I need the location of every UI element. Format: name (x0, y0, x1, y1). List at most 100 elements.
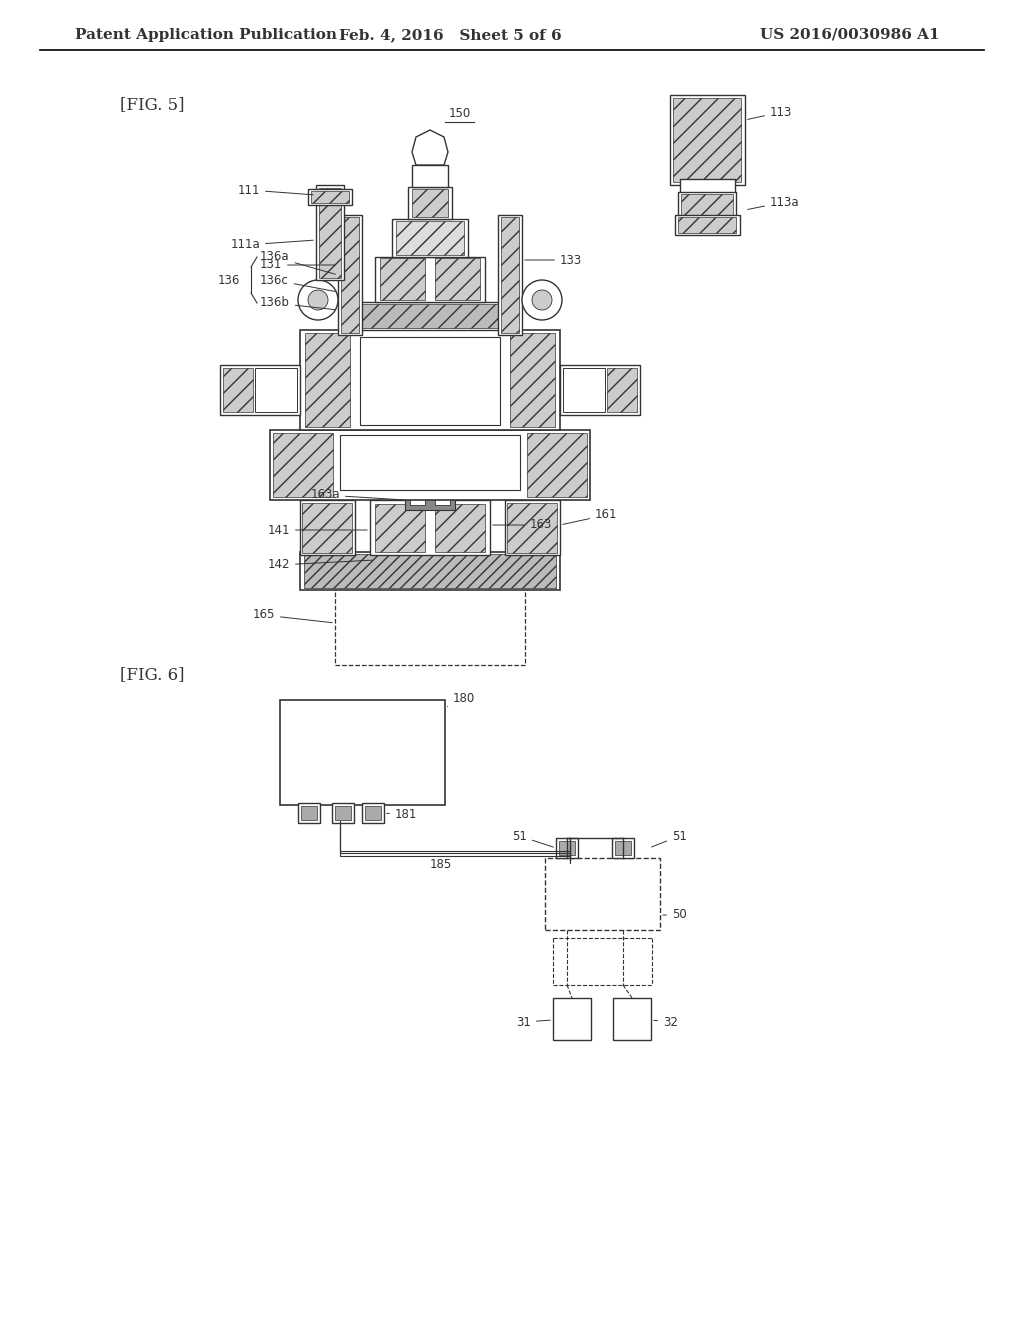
Bar (553, 998, 591, 1040)
Text: 133: 133 (524, 253, 583, 267)
Bar (301, 807, 317, 820)
Text: US 2016/0030986 A1: US 2016/0030986 A1 (761, 28, 940, 42)
Bar (560, 366, 640, 414)
Bar (300, 552, 560, 590)
Bar (304, 554, 556, 587)
Bar (680, 180, 735, 195)
Text: 50: 50 (663, 908, 687, 921)
Bar (612, 838, 634, 858)
Bar (510, 333, 555, 426)
Bar (316, 185, 344, 280)
Bar (298, 803, 319, 822)
Text: Feb. 4, 2016   Sheet 5 of 6: Feb. 4, 2016 Sheet 5 of 6 (339, 28, 561, 42)
Text: 150: 150 (449, 107, 471, 120)
Bar (220, 366, 300, 414)
Bar (300, 500, 355, 554)
Bar (505, 500, 560, 554)
Bar (370, 500, 490, 554)
Circle shape (308, 290, 328, 310)
Bar (435, 504, 485, 552)
Bar (396, 220, 464, 255)
Bar (350, 302, 510, 330)
Bar (280, 700, 445, 805)
Bar (607, 368, 637, 412)
Bar (678, 191, 736, 218)
Text: [FIG. 5]: [FIG. 5] (120, 96, 184, 114)
Text: 180: 180 (447, 692, 475, 706)
Bar (559, 841, 575, 855)
Bar (435, 492, 450, 506)
Text: 136c: 136c (260, 273, 335, 292)
Circle shape (298, 280, 338, 319)
Text: 141: 141 (267, 524, 368, 536)
Bar (412, 189, 449, 216)
Bar (223, 368, 253, 412)
Polygon shape (412, 129, 449, 165)
Text: 142: 142 (267, 558, 372, 572)
Bar (556, 838, 578, 858)
Bar (360, 337, 500, 425)
Bar (615, 841, 631, 855)
Bar (375, 504, 425, 552)
Bar (380, 257, 425, 300)
Text: 185: 185 (430, 858, 453, 871)
Bar (302, 503, 352, 553)
Bar (270, 430, 590, 500)
Text: Patent Application Publication: Patent Application Publication (75, 28, 337, 42)
Bar (305, 333, 350, 426)
Text: 165: 165 (253, 609, 332, 623)
Bar (375, 257, 485, 302)
Bar (410, 492, 425, 506)
Bar (335, 579, 525, 665)
Bar (527, 433, 587, 498)
Text: 113: 113 (748, 106, 793, 119)
Circle shape (532, 290, 552, 310)
Bar (335, 807, 351, 820)
Bar (435, 257, 480, 300)
Bar (412, 165, 449, 187)
Bar (338, 215, 362, 335)
Bar (354, 304, 506, 327)
Bar (308, 189, 352, 205)
Bar (545, 858, 660, 931)
Text: 163: 163 (493, 519, 552, 532)
Bar (498, 215, 522, 335)
Circle shape (522, 280, 562, 319)
Text: 163a: 163a (310, 488, 402, 502)
Bar (675, 215, 740, 235)
Bar (273, 433, 333, 498)
Bar (392, 219, 468, 257)
Bar (678, 216, 736, 234)
Text: 161: 161 (563, 508, 617, 524)
Bar (406, 488, 455, 510)
Bar (341, 216, 359, 333)
Text: 111: 111 (238, 183, 313, 197)
Bar (613, 998, 651, 1040)
Bar (362, 803, 384, 822)
Text: 31: 31 (516, 1015, 550, 1028)
Bar (300, 330, 560, 430)
Text: 51: 51 (512, 829, 553, 847)
Text: 32: 32 (653, 1015, 678, 1028)
Bar (408, 187, 452, 219)
Text: 111a: 111a (230, 239, 313, 252)
Text: 136: 136 (218, 273, 240, 286)
Text: [FIG. 6]: [FIG. 6] (120, 667, 184, 684)
Text: 113a: 113a (748, 195, 800, 210)
Bar (673, 98, 741, 182)
Bar (365, 807, 381, 820)
Bar (563, 368, 605, 412)
Bar (319, 187, 341, 279)
Bar (670, 95, 745, 185)
Bar (332, 803, 354, 822)
Text: 136b: 136b (260, 297, 335, 310)
Text: 51: 51 (651, 829, 687, 847)
Bar (507, 503, 557, 553)
Bar (681, 194, 733, 216)
Bar (340, 436, 520, 490)
Bar (255, 368, 297, 412)
Bar (501, 216, 519, 333)
Text: 181: 181 (387, 808, 418, 821)
Text: 131: 131 (260, 259, 335, 272)
Text: 136a: 136a (260, 251, 335, 275)
